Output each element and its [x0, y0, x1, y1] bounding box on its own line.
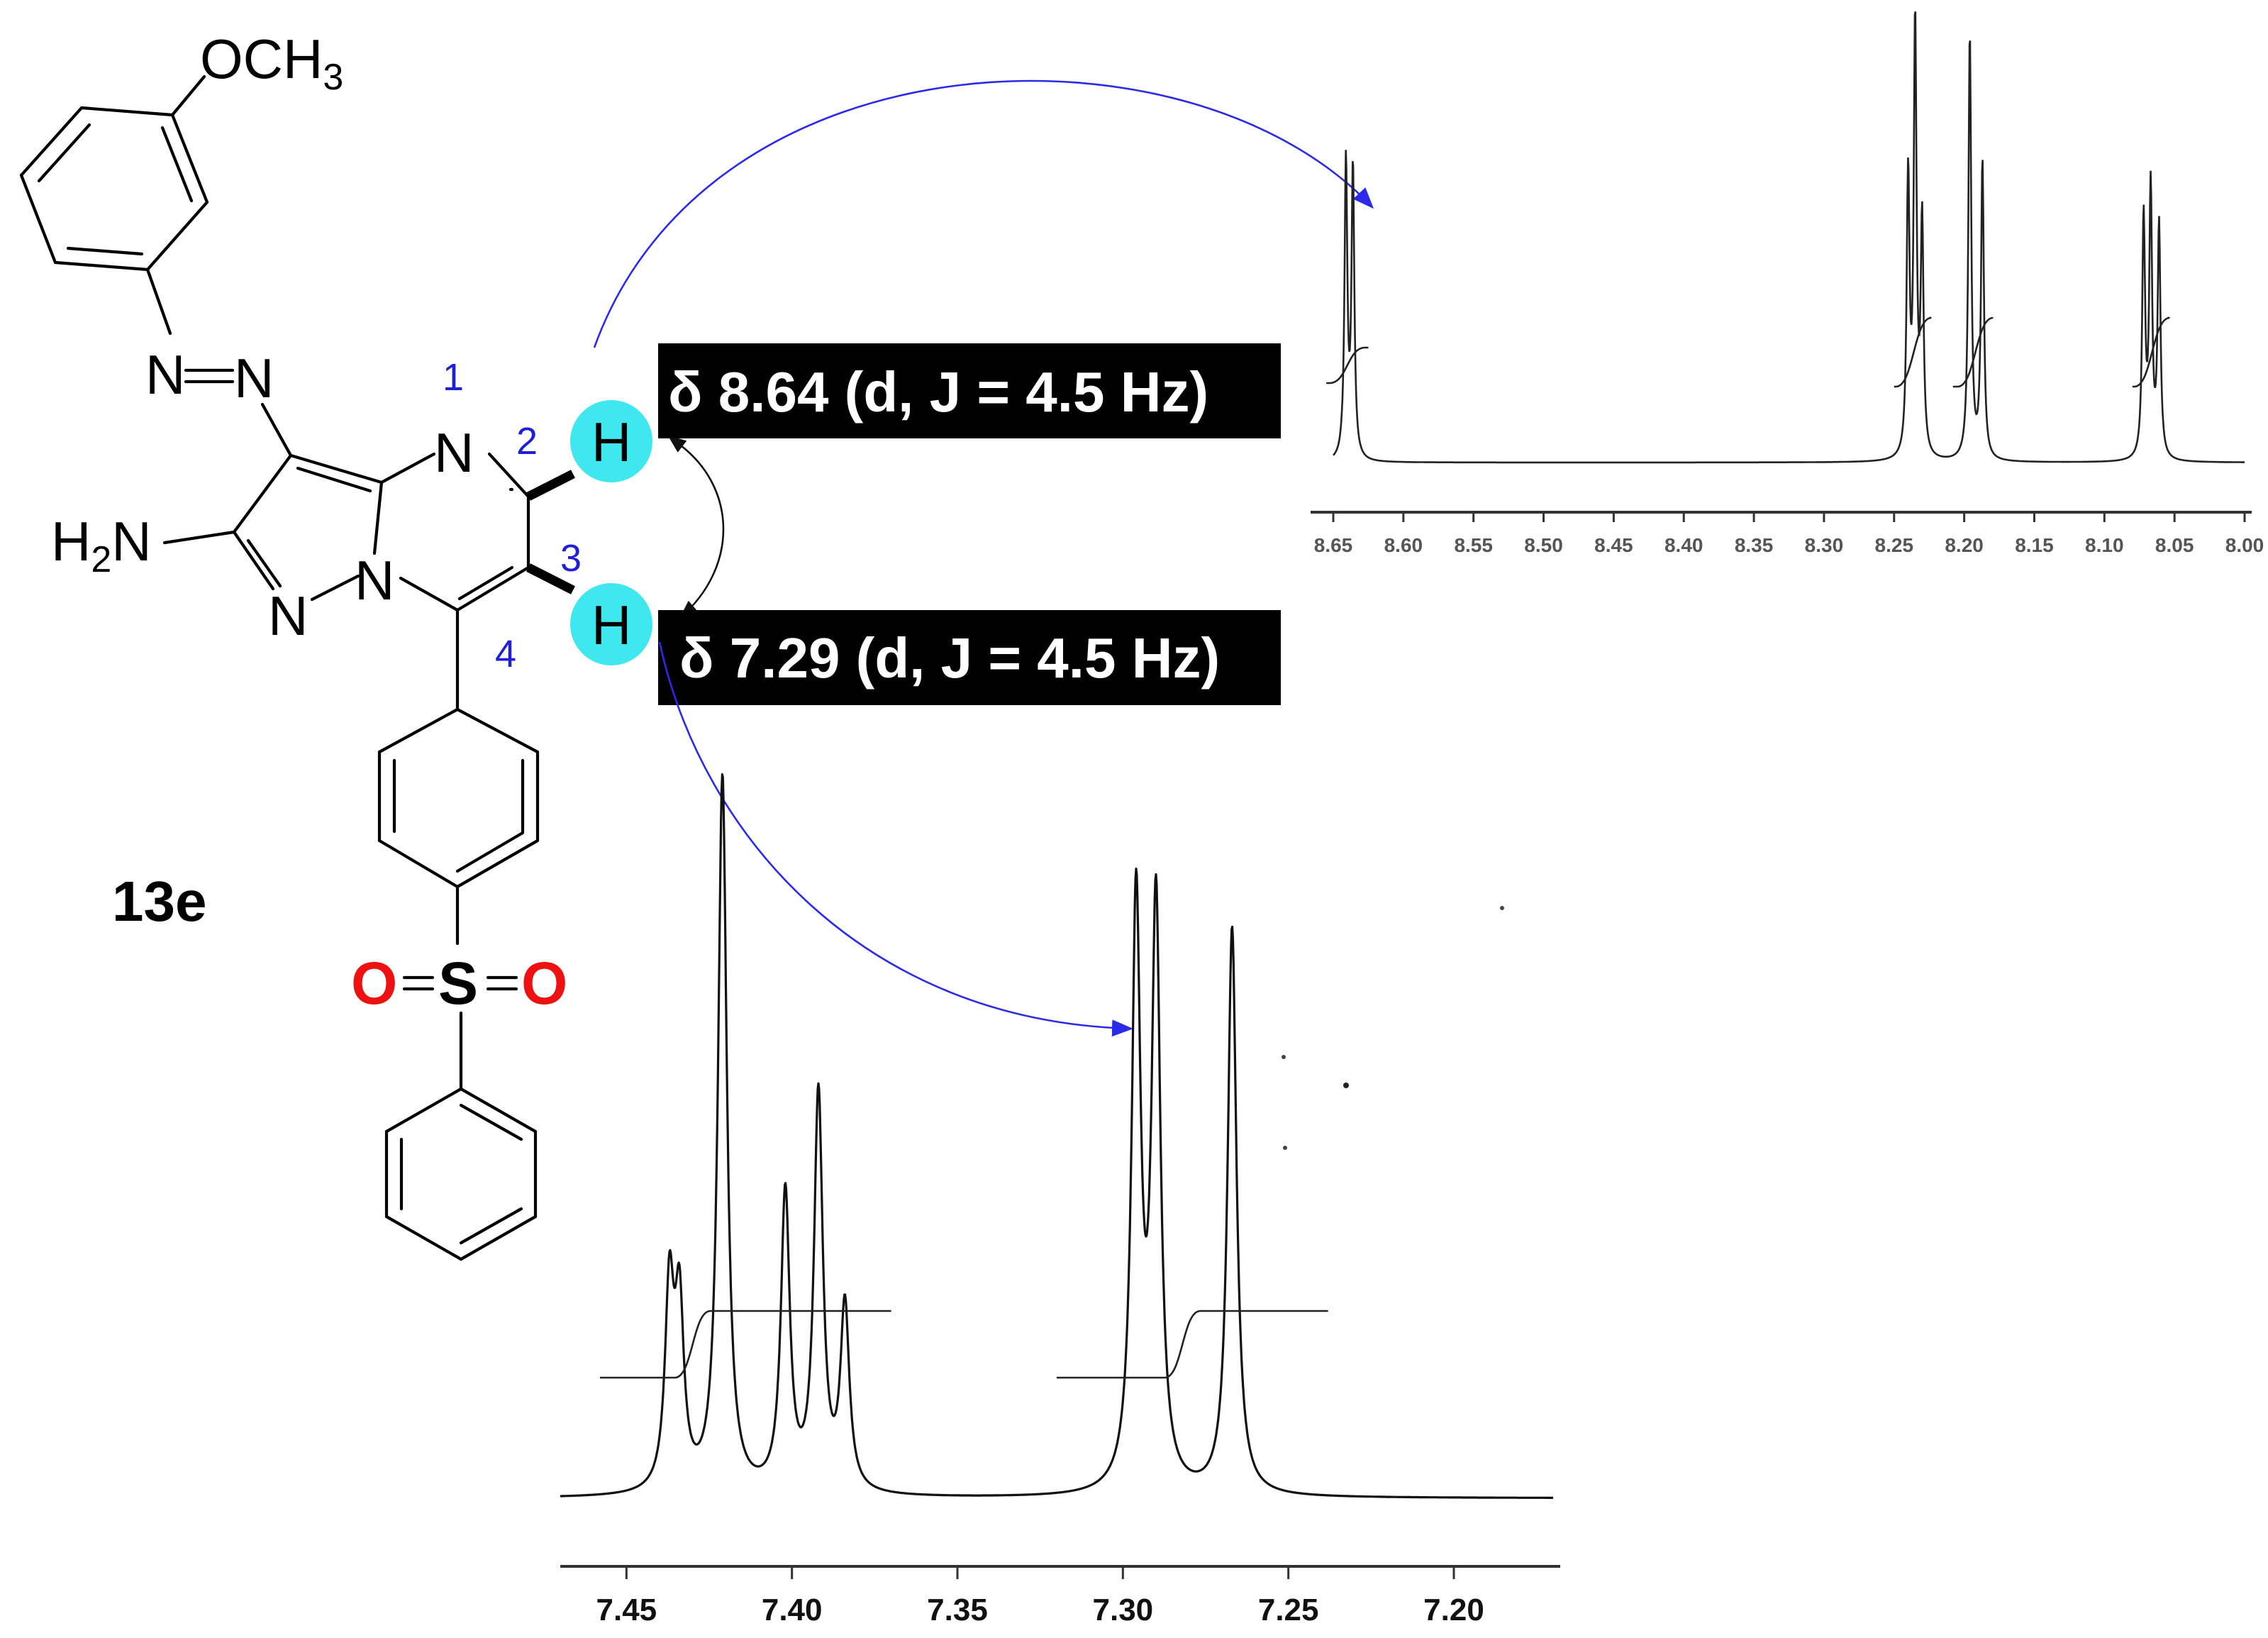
- integral-curve: [1952, 316, 1994, 388]
- sulfonyl-oxygen-right: O: [521, 950, 567, 1017]
- tick-label: 7.25: [1258, 1593, 1319, 1627]
- tick-label: 8.35: [1735, 534, 1774, 556]
- azo-nitrogen-1: N: [145, 343, 185, 406]
- methoxy-label: OCH3: [200, 28, 343, 98]
- tick-label: 8.45: [1594, 534, 1633, 556]
- amine-label: H2N: [51, 510, 152, 580]
- integral-curve: [600, 1310, 891, 1379]
- sulfonylphenyl-ring: [377, 608, 540, 946]
- assignment-label-h2: δ 8.64 (d, J = 4.5 Hz): [658, 343, 1281, 438]
- position-4: 4: [495, 633, 516, 675]
- spectrum-1-integrals: [1326, 316, 2170, 388]
- tick-label: 7.40: [762, 1593, 823, 1627]
- tick-label: 8.00: [2225, 534, 2264, 556]
- assignment-label-h3: δ 7.29 (d, J = 4.5 Hz): [658, 610, 1281, 705]
- bridgehead-nitrogen: N: [355, 549, 394, 612]
- tick-label: 8.25: [1875, 534, 1914, 556]
- tick-label: 8.10: [2085, 534, 2124, 556]
- tick-label: 8.50: [1524, 534, 1563, 556]
- tick-label: 8.60: [1384, 534, 1423, 556]
- pyrazole-ring: [232, 453, 384, 602]
- tick-label: 7.45: [596, 1593, 657, 1627]
- azo-group: N N: [145, 343, 293, 458]
- c2-h-bond: [526, 470, 575, 501]
- assignment-text-h3: δ 7.29 (d, J = 4.5 Hz): [679, 626, 1220, 690]
- spectrum-1-ticks: 8.65 8.60 8.55 8.50 8.45 8.40 8.35 8.30 8.25 8.20…: [1314, 512, 2264, 556]
- tick-label: 7.30: [1093, 1593, 1154, 1627]
- sulfonyl-oxygen-left: O: [351, 950, 397, 1017]
- h2-highlight: [570, 400, 652, 482]
- tick-label: 8.20: [1945, 534, 1984, 556]
- pyrimidine-nitrogen-1: N: [434, 421, 474, 484]
- azo-nitrogen-2: N: [234, 347, 274, 409]
- position-2: 2: [516, 420, 538, 463]
- scan-speck: [1283, 1146, 1287, 1150]
- scan-speck: [1500, 906, 1504, 910]
- tick-label: 7.20: [1423, 1593, 1484, 1627]
- methoxyphenyl-ring: [19, 74, 209, 336]
- integral-curve: [1326, 346, 1369, 384]
- position-1: 1: [443, 356, 464, 399]
- integral-curve: [2132, 316, 2170, 388]
- scan-speck: [1282, 1055, 1286, 1059]
- spectrum-2-trace: [560, 773, 1554, 1499]
- h3-highlight: [570, 583, 652, 665]
- arrow-to-spectrum-2: [658, 641, 1133, 1037]
- spectrum-1-trace: [1333, 11, 2245, 464]
- molecule-13e: OCH3 N N H2N N N: [19, 28, 652, 1261]
- tick-label: 8.15: [2015, 534, 2054, 556]
- integral-curve: [1057, 1310, 1328, 1379]
- tick-label: 8.55: [1454, 534, 1493, 556]
- arrow-to-spectrum-1: [593, 79, 1374, 348]
- tick-label: 8.05: [2155, 534, 2194, 556]
- coupling-arrow: [667, 435, 725, 619]
- h3-atom: H: [591, 594, 631, 656]
- spectrum-1: 8.65 8.60 8.55 8.50 8.45 8.40 8.35 8.30 8.25 8.20…: [1311, 11, 2264, 556]
- scan-speck: [1343, 1083, 1349, 1088]
- sulfonyl-group: O S O: [351, 950, 567, 1091]
- pyrimidine-ring: [379, 452, 530, 612]
- tick-label: 8.65: [1314, 534, 1353, 556]
- c3-h-bond: [526, 563, 575, 594]
- assignment-text-h2: δ 8.64 (d, J = 4.5 Hz): [668, 360, 1208, 424]
- sulfur-atom: S: [438, 950, 478, 1017]
- pyrazole-nitrogen: N: [268, 585, 308, 647]
- position-3: 3: [560, 537, 582, 580]
- compound-id: 13e: [112, 870, 206, 933]
- spectrum-2-ticks: 7.45 7.40 7.35 7.30 7.25 7.20: [596, 1566, 1484, 1627]
- spectrum-2-integrals: [600, 1310, 1328, 1379]
- tick-label: 8.40: [1664, 534, 1703, 556]
- terminal-phenyl-ring: [384, 1087, 538, 1261]
- spectrum-2: 7.45 7.40 7.35 7.30 7.25 7.20: [560, 773, 1560, 1627]
- h2-atom: H: [591, 411, 631, 473]
- integral-curve: [1894, 316, 1932, 388]
- tick-label: 7.35: [927, 1593, 988, 1627]
- tick-label: 8.30: [1805, 534, 1844, 556]
